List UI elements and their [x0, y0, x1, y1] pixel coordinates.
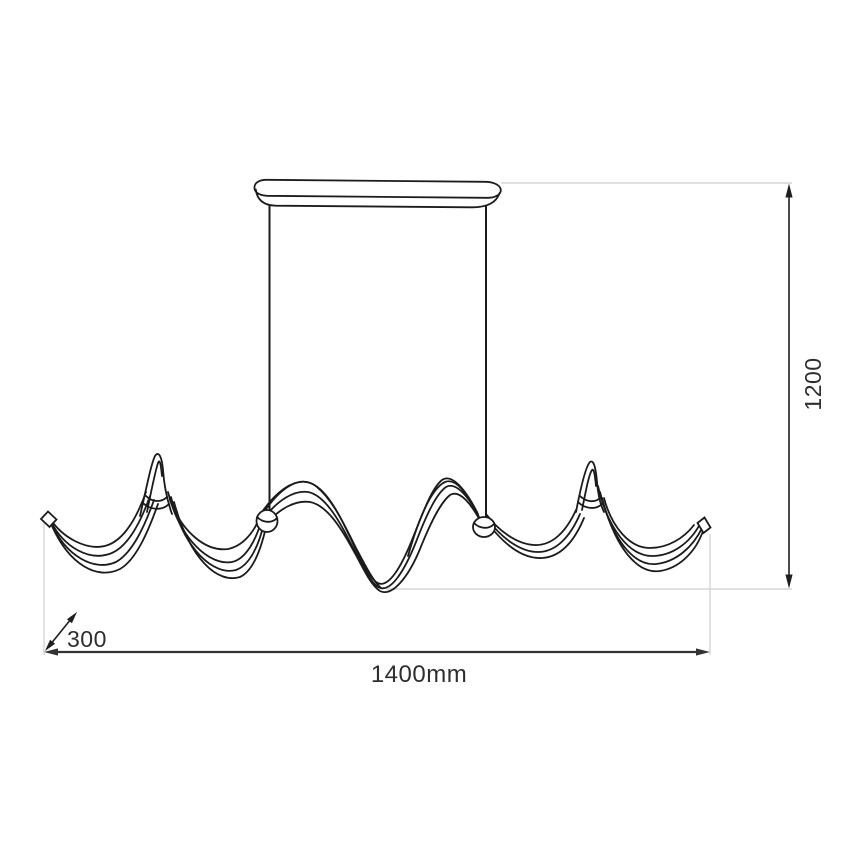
fixture-fourth-swag — [485, 509, 585, 559]
arrow-down-icon — [785, 574, 793, 589]
canopy-bottom-rim — [254, 188, 501, 209]
dimension-height-label: 1200 — [800, 357, 826, 410]
fixture-end-cap-left — [39, 510, 58, 529]
dimension-height: 1200 — [785, 183, 826, 589]
dimension-width: 1400mm — [44, 648, 710, 688]
ceiling-canopy — [253, 178, 502, 209]
suspension-wires — [268, 204, 487, 520]
arrow-down-left-icon — [45, 639, 56, 651]
fixture-left-swag — [48, 491, 159, 574]
pendant-fixture — [39, 453, 712, 593]
extension-lines — [43, 182, 792, 655]
fixture-spike-left — [139, 453, 173, 517]
dimension-depth-line — [49, 618, 72, 646]
arrow-left-icon — [44, 648, 58, 656]
fixture-second-swag — [167, 491, 267, 580]
fixture-right-swag — [597, 485, 704, 573]
fixture-spike-right — [575, 460, 605, 513]
fixture-middle-waves — [261, 477, 483, 593]
connector-ball-left — [255, 509, 279, 533]
dimension-depth: 300 — [45, 612, 107, 652]
dimension-width-label: 1400mm — [371, 661, 467, 688]
connector-ball-right — [472, 516, 496, 538]
dimension-depth-label: 300 — [67, 626, 107, 652]
arrow-up-icon — [785, 183, 793, 198]
fixture-end-cap-right — [696, 516, 712, 535]
arrow-up-right-icon — [66, 612, 77, 624]
arrow-right-icon — [696, 648, 710, 656]
canopy-body — [253, 178, 502, 199]
